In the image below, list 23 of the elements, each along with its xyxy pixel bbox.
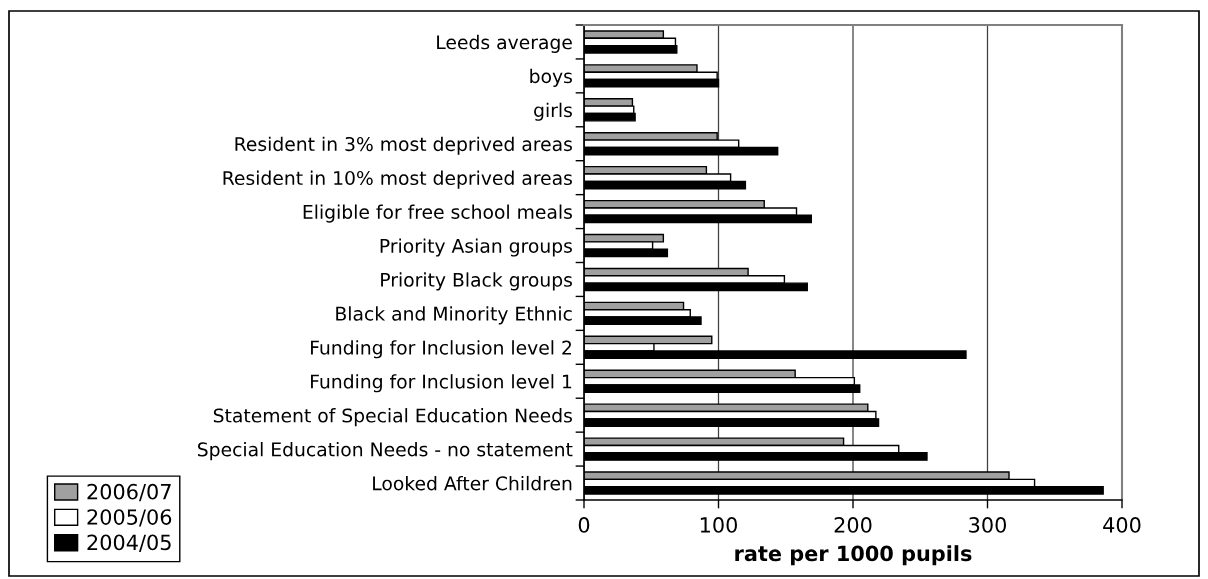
y-tick-label: Priority Black groups bbox=[381, 272, 572, 291]
y-tick-label: Statement of Special Education Needs bbox=[213, 408, 572, 427]
y-tick-label: Funding for Inclusion level 1 bbox=[311, 374, 572, 393]
legend-label: 2006/07 bbox=[87, 483, 171, 502]
x-tick-label: 200 bbox=[834, 517, 872, 533]
x-axis-title: rate per 1000 pupils bbox=[735, 545, 972, 566]
y-tick-label: Special Education Needs - no statement bbox=[198, 441, 573, 461]
y-tick-label: Resident in 10% most deprived areas bbox=[223, 170, 572, 189]
x-tick-label: 0 bbox=[578, 517, 590, 533]
x-tick-label: 300 bbox=[969, 517, 1006, 533]
y-tick-label: boys bbox=[530, 68, 572, 87]
x-tick-label: 400 bbox=[1103, 517, 1141, 533]
y-tick-label: Resident in 3% most deprived areas bbox=[235, 136, 572, 155]
legend-label: 2004/05 bbox=[87, 534, 171, 552]
y-tick-label: Looked After Children bbox=[373, 475, 572, 491]
y-tick-label: girls bbox=[534, 102, 572, 121]
y-tick-label: Funding for Inclusion level 2 bbox=[311, 340, 572, 359]
y-tick-label: Priority Asian groups bbox=[380, 238, 572, 257]
y-tick-label: Eligible for free school meals bbox=[303, 204, 572, 223]
y-tick-label: Leeds average bbox=[437, 34, 572, 53]
legend-label: 2005/06 bbox=[87, 509, 172, 527]
y-tick-label: Black and Minority Ethnic bbox=[336, 306, 572, 325]
x-tick-label: 100 bbox=[700, 517, 737, 533]
